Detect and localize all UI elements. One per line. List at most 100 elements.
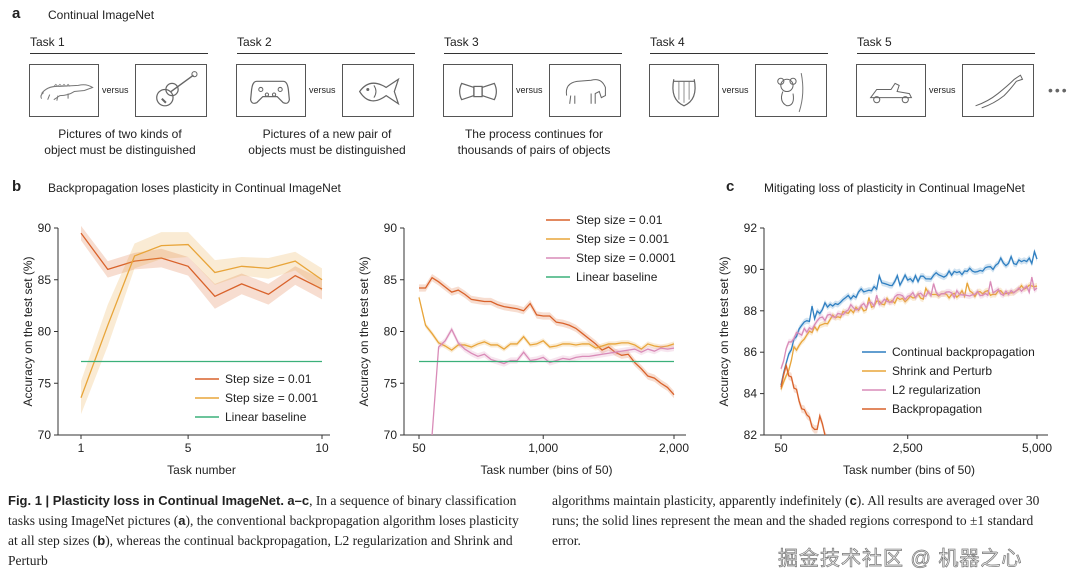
task-divider xyxy=(237,53,415,54)
versus-label: versus xyxy=(516,85,543,95)
series-line-shrink_perturb xyxy=(780,282,1038,390)
watermark: 掘金技术社区 @ 机器之心 xyxy=(778,548,1023,571)
x-axis-label: Task number (bins of 50) xyxy=(843,463,975,477)
y-tick-label: 75 xyxy=(38,376,52,390)
panel-b-title: Backpropagation loses plasticity in Cont… xyxy=(48,181,341,195)
task-label: Task 5 xyxy=(857,35,892,49)
y-tick-label: 80 xyxy=(38,325,52,339)
x-tick-label: 1,000 xyxy=(528,441,558,455)
y-axis-label: Accuracy on the test set (%) xyxy=(717,256,731,406)
bison-icon xyxy=(565,79,606,104)
task-description-line: objects must be distinguished xyxy=(248,143,406,157)
y-tick-label: 90 xyxy=(38,221,52,235)
y-tick-label: 85 xyxy=(384,273,398,287)
series-line-step_0_0001 xyxy=(431,328,675,435)
x-tick-label: 5 xyxy=(185,441,192,455)
legend-label: Step size = 0.001 xyxy=(576,232,669,246)
task-divider xyxy=(444,53,622,54)
error-band-step_0_001 xyxy=(419,294,674,353)
versus-label: versus xyxy=(309,85,336,95)
y-tick-label: 88 xyxy=(744,304,758,318)
caption-text: algorithms maintain plasticity, apparent… xyxy=(552,493,850,508)
x-tick-label: 10 xyxy=(315,441,329,455)
task-description: The process continues for thousands of p… xyxy=(429,126,639,158)
lyre-icon xyxy=(672,79,696,107)
legend-item: L2 regularization xyxy=(862,383,981,397)
versus-label: versus xyxy=(722,85,749,95)
legend-item: Linear baseline xyxy=(546,270,658,284)
task-description-line: Pictures of a new pair of xyxy=(262,127,392,141)
caption-ref-a: a xyxy=(178,513,186,528)
legend-item: Linear baseline xyxy=(195,410,307,424)
y-tick-label: 85 xyxy=(38,273,52,287)
series-line-step_0_001 xyxy=(80,243,323,398)
versus-label: versus xyxy=(102,85,129,95)
bowtie-icon xyxy=(459,82,497,101)
error-band-step_0_0001 xyxy=(431,326,674,435)
legend-label: L2 regularization xyxy=(892,383,981,397)
task-label: Task 3 xyxy=(444,35,479,49)
caption-ref-b: b xyxy=(97,533,106,548)
y-tick-label: 86 xyxy=(744,345,758,359)
versus-label: versus xyxy=(929,85,956,95)
task-description-line: The process continues for xyxy=(464,127,604,141)
plot-area xyxy=(418,274,675,435)
panel-c-title: Mitigating loss of plasticity in Continu… xyxy=(764,181,1025,195)
legend-label: Step size = 0.01 xyxy=(576,213,663,227)
series-line-l2 xyxy=(780,276,1038,369)
x-tick-label: 50 xyxy=(412,441,426,455)
chart-b_left: 70 75 80 85 90 1 5 10 Task number Accuracy on the… xyxy=(21,221,330,477)
x-axis-label: Task number (bins of 50) xyxy=(480,463,612,477)
go-kart-icon xyxy=(869,82,913,104)
legend-item: Backpropagation xyxy=(862,402,982,416)
task-description-line: Pictures of two kinds of xyxy=(58,127,182,141)
alligator-icon xyxy=(40,83,94,101)
x-tick-label: 2,500 xyxy=(893,441,923,455)
task-divider xyxy=(857,53,1035,54)
panel-c-letter: c xyxy=(726,178,735,195)
panel-a-letter: a xyxy=(12,5,21,22)
x-tick-label: 5,000 xyxy=(1022,441,1052,455)
series-line-continual_bp xyxy=(780,249,1038,386)
legend-item: Step size = 0.001 xyxy=(546,232,669,246)
task-image-left xyxy=(649,64,719,117)
panel-b-letter: b xyxy=(12,178,22,195)
legend-item: Step size = 0.001 xyxy=(195,391,318,405)
y-tick-label: 70 xyxy=(384,428,398,442)
plot-area xyxy=(80,225,323,415)
legend-label: Step size = 0.01 xyxy=(225,372,312,386)
legend-item: Step size = 0.01 xyxy=(195,372,312,386)
error-band-l2 xyxy=(781,274,1037,372)
task-image-right xyxy=(755,64,827,117)
fish-icon xyxy=(358,77,400,106)
gamepad-icon xyxy=(249,80,290,104)
task-description: Pictures of a new pair of objects must b… xyxy=(222,126,432,158)
task-label: Task 2 xyxy=(237,35,272,49)
figure-caption-right: algorithms maintain plasticity, apparent… xyxy=(552,491,1062,551)
chart-b_right: 70 75 80 85 90 50 1,000 2,000 Task number (bins … xyxy=(357,213,689,477)
legend-label: Linear baseline xyxy=(576,270,658,284)
legend-label: Backpropagation xyxy=(892,402,982,416)
y-tick-label: 70 xyxy=(38,428,52,442)
x-tick-label: 50 xyxy=(774,441,788,455)
hammerhead-shark-icon xyxy=(975,74,1024,109)
task-description: Pictures of two kinds of object must be … xyxy=(15,126,225,158)
error-band-step_0_01 xyxy=(419,274,674,399)
y-tick-label: 90 xyxy=(384,221,398,235)
y-tick-label: 75 xyxy=(384,376,398,390)
task-description-line: thousands of pairs of objects xyxy=(457,143,611,157)
legend-item: Step size = 0.0001 xyxy=(546,251,676,265)
caption-text: ), whereas the continual backpropagation… xyxy=(8,533,513,568)
x-tick-label: 1 xyxy=(78,441,85,455)
caption-ref-c: c xyxy=(849,493,857,508)
task-divider xyxy=(650,53,828,54)
error-band-continual_bp xyxy=(781,248,1037,389)
chart-c: 82 84 86 88 90 92 50 2,500 5,000 Task number (bin… xyxy=(717,221,1052,477)
plot-area xyxy=(780,248,1038,435)
guitar-icon xyxy=(156,71,198,107)
series-line-step_0_01 xyxy=(80,232,323,298)
panel-a-title: Continual ImageNet xyxy=(48,8,155,22)
y-axis-label: Accuracy on the test set (%) xyxy=(21,256,35,406)
series-line-step_0_01 xyxy=(419,276,675,396)
